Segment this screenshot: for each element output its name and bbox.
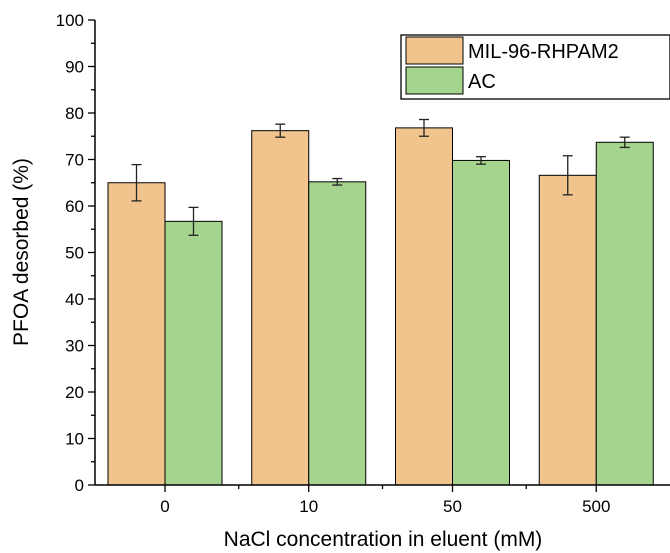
y-tick-label: 60: [65, 197, 84, 216]
bar-ac-50: [452, 159, 510, 486]
legend: MIL-96-RHPAM2 AC: [400, 34, 670, 100]
y-tick-label: 40: [65, 290, 84, 309]
bar-ac-10: [308, 181, 367, 486]
y-axis-title: PFOA desorbed (%): [10, 158, 33, 346]
y-tick-label: 30: [65, 337, 84, 356]
y-tick-label: 50: [65, 244, 84, 263]
y-tick-label: 10: [65, 430, 84, 449]
legend-swatch-mil: [405, 36, 464, 65]
legend-swatch-ac: [405, 66, 464, 95]
bar-mil-500: [538, 174, 597, 486]
bar-mil-0: [107, 182, 166, 486]
x-tick-label: 50: [443, 497, 462, 516]
bar-mil-10: [251, 130, 310, 486]
x-tick-label: 500: [582, 497, 610, 516]
axes-layer: 0 10 20 30 40 50 60 70 80 90 100 0 10 50 500: [56, 11, 670, 516]
bar-mil-50: [395, 127, 453, 486]
bar-ac-500: [595, 141, 654, 486]
y-tick-label: 20: [65, 383, 84, 402]
bars-layer: [107, 118, 654, 486]
x-tick-label: 10: [299, 497, 318, 516]
bar-ac-0: [164, 220, 223, 486]
x-axis-title: NaCl concentration in eluent (mM): [224, 528, 543, 551]
y-tick-label: 90: [65, 58, 84, 77]
x-tick-label: 0: [160, 497, 169, 516]
legend-label-mil: MIL-96-RHPAM2: [468, 41, 619, 63]
y-tick-label: 0: [75, 476, 84, 495]
legend-label-ac: AC: [468, 71, 496, 93]
y-tick-label: 80: [65, 104, 84, 123]
y-tick-label: 70: [65, 151, 84, 170]
y-tick-label: 100: [56, 11, 84, 30]
